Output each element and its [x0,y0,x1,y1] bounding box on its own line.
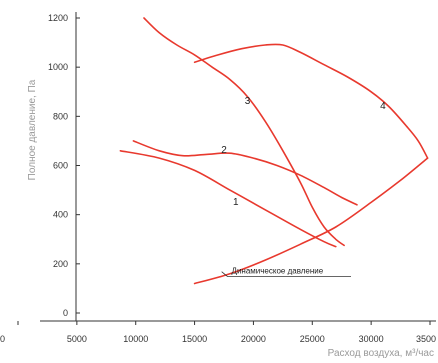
annotation-leader-line [221,271,228,277]
curve-label-4: 4 [380,101,386,112]
curve-3 [143,17,345,247]
y-tick-label: 1000 [48,62,68,72]
curve-label-2: 2 [221,145,227,156]
x-tick-label: 5000 [67,334,87,344]
chart-curve-labels: 1 2 3 4 [221,96,386,208]
x-tick-label: 30000 [359,334,384,344]
y-axis-label: Полное давление, Па [27,79,38,180]
x-axis-label: Расход воздуха, м³/час [328,348,434,359]
chart-curves [119,17,429,285]
x-tick-label: 15000 [182,334,207,344]
x-tick-label: 25000 [300,334,325,344]
chart-axes [40,12,436,322]
chart-annotations: Динамическое давление [221,267,351,278]
curve-label-3: 3 [245,96,251,107]
y-tick-label: 600 [53,161,68,171]
curve-1 [119,150,337,248]
x-tick-label: 3500 [416,334,436,344]
x-tick-label: 0 [0,334,5,344]
y-tick-label: 0 [63,308,68,318]
y-tick-label: 800 [53,111,68,121]
curve-label-1: 1 [233,197,239,208]
curve-4 [193,43,429,159]
y-tick-label: 400 [53,210,68,220]
curve-dynamic-pressure [193,157,429,285]
x-tick-label: 20000 [241,334,266,344]
chart-ticks: 0 200 400 600 800 1000 1200 0 5000 10000 15000 2000… [0,13,436,344]
y-tick-label: 200 [53,259,68,269]
dynamic-pressure-annotation: Динамическое давление [232,267,324,276]
y-tick-label: 1200 [48,13,68,23]
x-tick-label: 10000 [123,334,148,344]
curve-2 [132,140,358,206]
